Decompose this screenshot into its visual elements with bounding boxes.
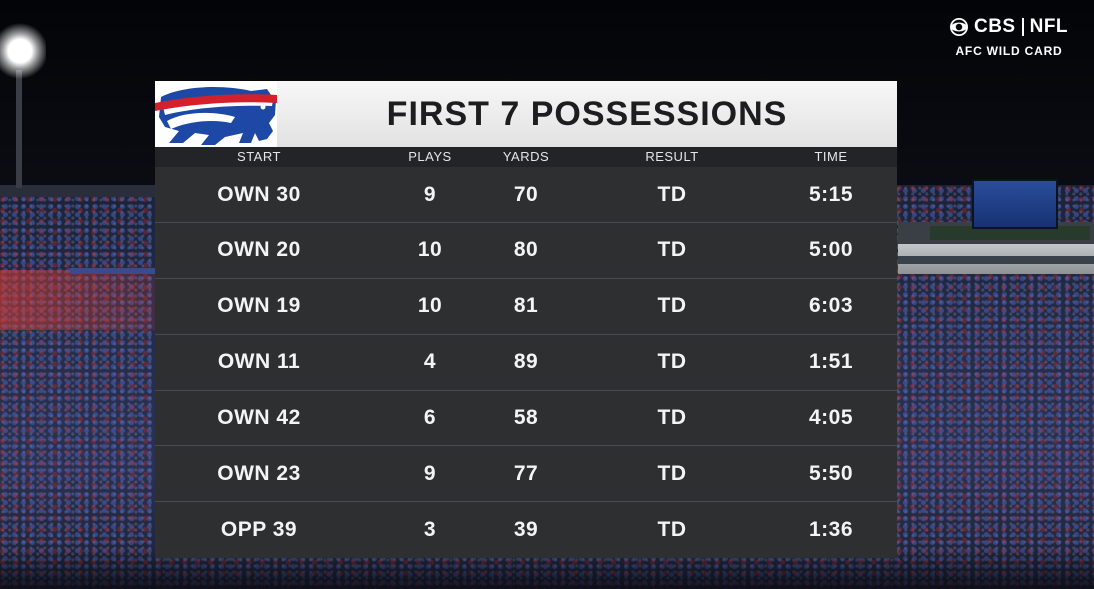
cbs-eye-icon	[949, 18, 968, 36]
right-stadium-sign	[930, 226, 1090, 240]
header-yards: YARDS	[502, 149, 550, 164]
left-stand-roof	[0, 185, 155, 197]
header-result: RESULT	[645, 149, 699, 164]
cell-time: 6:03	[808, 294, 854, 318]
cell-time: 1:51	[808, 350, 854, 374]
cell-result: TD	[657, 294, 687, 318]
cell-plays: 10	[417, 294, 443, 318]
cell-time: 5:15	[808, 182, 854, 206]
ribbon-board-left	[70, 268, 155, 274]
cell-result: TD	[657, 461, 687, 485]
table-row: OWN 30 9 70 TD 5:15	[155, 167, 897, 223]
right-ribbon-board	[898, 256, 1094, 264]
table-header: START PLAYS YARDS RESULT TIME	[155, 147, 897, 167]
cell-start: OWN 19	[217, 294, 301, 318]
table-row: OWN 20 10 80 TD 5:00	[155, 222, 897, 279]
crowd-red-glow	[0, 270, 160, 330]
table-title-bar: FIRST 7 POSSESSIONS	[155, 81, 897, 147]
table-title: FIRST 7 POSSESSIONS	[386, 94, 788, 133]
cell-plays: 3	[423, 517, 437, 541]
cell-yards: 81	[513, 294, 539, 318]
light-tower-pole	[16, 70, 22, 188]
network-name-nfl: NFL	[1029, 16, 1069, 37]
possessions-table: FIRST 7 POSSESSIONS START PLAYS YARDS RE…	[155, 81, 897, 559]
video-scoreboard	[972, 179, 1058, 229]
header-start: START	[237, 149, 281, 164]
header-plays: PLAYS	[408, 149, 452, 164]
cell-plays: 10	[417, 238, 443, 262]
cell-start: OWN 23	[217, 461, 301, 485]
bills-logo-icon	[155, 87, 277, 145]
cell-start: OWN 30	[217, 182, 301, 206]
cell-start: OWN 20	[217, 238, 301, 262]
game-round-label: AFC WILD CARD	[955, 44, 1063, 58]
cell-yards: 39	[513, 517, 539, 541]
network-name-cbs: CBS	[973, 16, 1016, 37]
cell-start: OWN 11	[217, 350, 301, 374]
cell-result: TD	[657, 517, 687, 541]
cell-plays: 6	[423, 406, 437, 430]
cell-time: 5:50	[808, 461, 854, 485]
table-row: OWN 42 6 58 TD 4:05	[155, 390, 897, 447]
cell-time: 4:05	[808, 406, 854, 430]
cell-result: TD	[657, 238, 687, 262]
network-brand: CBS NFL	[944, 16, 1074, 38]
cell-plays: 9	[423, 182, 437, 206]
table-row: OWN 11 4 89 TD 1:51	[155, 334, 897, 391]
cell-yards: 58	[513, 406, 539, 430]
cell-plays: 4	[423, 350, 437, 374]
network-divider	[1021, 18, 1024, 36]
stadium-light	[0, 22, 46, 80]
cell-result: TD	[657, 350, 687, 374]
buffalo-bills-logo	[155, 81, 277, 147]
table-body: OWN 30 9 70 TD 5:15 OWN 20 10 80 TD 5:00…	[155, 167, 897, 559]
header-time: TIME	[814, 149, 848, 164]
cell-yards: 70	[513, 182, 539, 206]
cell-yards: 89	[513, 350, 539, 374]
table-row: OWN 23 9 77 TD 5:50	[155, 446, 897, 503]
network-bug: CBS NFL AFC WILD CARD	[944, 16, 1074, 58]
table-row: OWN 19 10 81 TD 6:03	[155, 278, 897, 335]
cell-yards: 77	[513, 461, 539, 485]
cell-result: TD	[657, 406, 687, 430]
cell-yards: 80	[513, 238, 539, 262]
cell-time: 5:00	[808, 238, 854, 262]
cell-start: OWN 42	[217, 406, 301, 430]
cell-result: TD	[657, 182, 687, 206]
cell-plays: 9	[423, 461, 437, 485]
cell-start: OPP 39	[220, 517, 298, 541]
cell-time: 1:36	[808, 517, 854, 541]
table-row: OPP 39 3 39 TD 1:36	[155, 502, 897, 559]
